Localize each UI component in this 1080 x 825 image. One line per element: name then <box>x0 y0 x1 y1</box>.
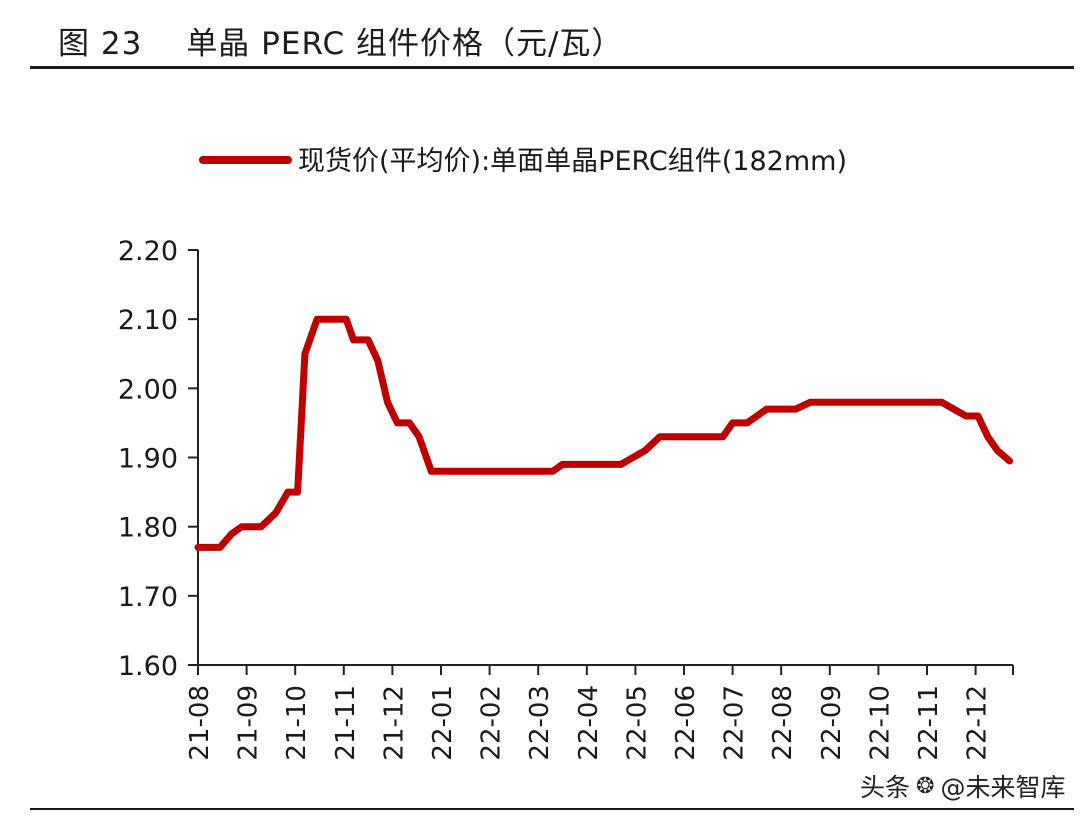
y-tick-label: 2.20 <box>118 236 178 267</box>
x-tick-label: 21-09 <box>234 685 264 761</box>
wechat-icon: ❂ <box>916 773 935 799</box>
figure-title: 单晶 PERC 组件价格（元/瓦） <box>186 25 624 62</box>
y-tick-label: 1.90 <box>118 444 178 475</box>
x-tick-label: 22-10 <box>865 685 895 761</box>
y-tick-label: 2.10 <box>118 305 178 336</box>
x-tick-label: 22-09 <box>817 685 847 761</box>
x-tick-label: 22-11 <box>914 685 944 761</box>
figure-header: 图 23 单晶 PERC 组件价格（元/瓦） <box>58 18 623 62</box>
legend-label: 现货价(平均价):单面单晶PERC组件(182mm) <box>298 146 847 177</box>
figure-number: 图 23 <box>58 25 143 62</box>
x-tick-label: 22-06 <box>671 685 701 761</box>
watermark: 头条 ❂ @未来智库 <box>860 768 1065 804</box>
top-rule <box>30 66 1074 69</box>
x-tick-label: 22-02 <box>477 685 507 761</box>
x-tick-label: 21-11 <box>331 685 361 761</box>
x-tick-label: 21-10 <box>282 685 312 761</box>
x-tick-label: 21-12 <box>379 685 409 761</box>
bottom-rule <box>30 808 1074 810</box>
x-tick-label: 22-08 <box>768 685 798 761</box>
watermark-account: @未来智库 <box>940 773 1066 802</box>
x-tick-label: 22-03 <box>525 685 555 761</box>
x-tick-label: 22-04 <box>574 685 604 761</box>
y-tick-label: 1.80 <box>118 513 178 544</box>
y-tick-label: 2.00 <box>118 374 178 405</box>
x-tick-label: 22-05 <box>622 685 652 761</box>
series-line <box>194 315 1014 551</box>
x-tick-label: 22-12 <box>963 685 993 761</box>
y-tick-label: 1.70 <box>118 582 178 613</box>
x-tick-label: 22-07 <box>720 685 750 761</box>
x-tick-label: 22-01 <box>428 685 458 761</box>
x-tick-label: 21-08 <box>185 685 215 761</box>
watermark-platform: 头条 <box>860 773 911 802</box>
y-tick-label: 1.60 <box>118 651 178 682</box>
